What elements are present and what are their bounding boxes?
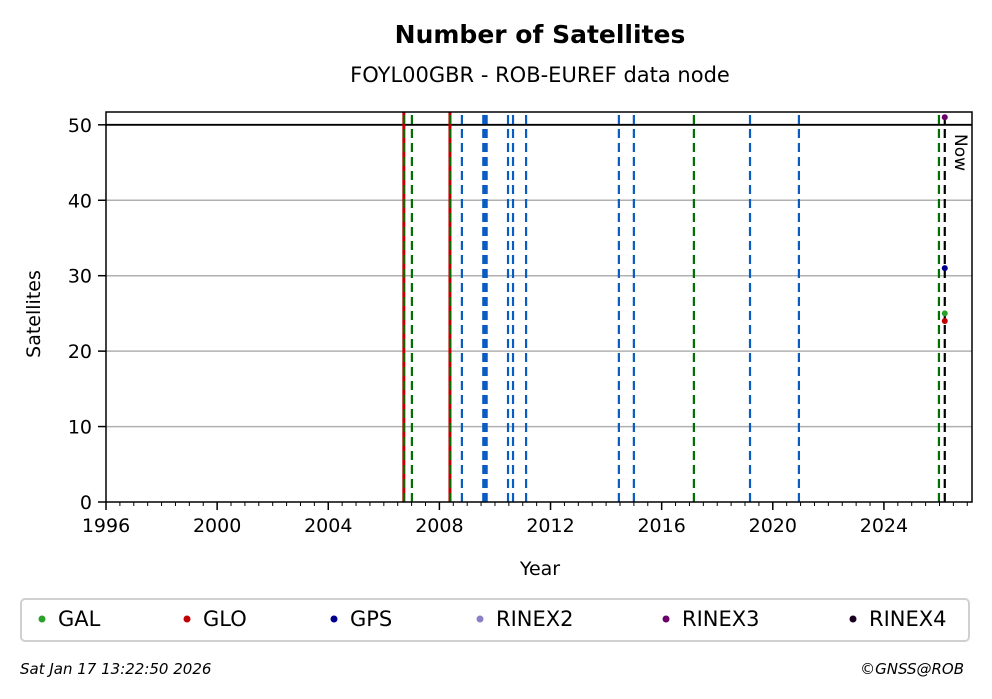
y-tick-label: 40 xyxy=(68,190,92,212)
legend-marker xyxy=(183,615,191,623)
legend-item-rinex4: RINEX4 xyxy=(849,607,947,631)
legend-marker xyxy=(849,615,857,623)
legend-item-glo: GLO xyxy=(183,607,247,631)
x-tick-label: 2000 xyxy=(193,515,241,537)
y-tick-label: 0 xyxy=(80,492,92,514)
chart-title: Number of Satellites xyxy=(395,20,686,49)
timestamp: Sat Jan 17 13:22:50 2026 xyxy=(20,660,211,678)
legend-frame xyxy=(20,598,970,642)
data-point-rinex3 xyxy=(941,114,948,121)
y-axis-label: Satellites xyxy=(23,270,45,358)
legend-item-rinex3: RINEX3 xyxy=(662,607,760,631)
y-tick-label: 50 xyxy=(68,115,92,137)
chart-subtitle: FOYL00GBR - ROB-EUREF data node xyxy=(350,63,730,87)
legend-label: GPS xyxy=(350,607,392,631)
x-tick-label: 2020 xyxy=(749,515,797,537)
legend-label: RINEX4 xyxy=(869,607,947,631)
legend-marker xyxy=(38,615,46,623)
y-tick-label: 10 xyxy=(68,417,92,439)
x-tick-label: 2008 xyxy=(415,515,463,537)
data-point-glo xyxy=(941,317,948,324)
y-tick-label: 30 xyxy=(68,266,92,288)
x-tick-label: 1996 xyxy=(82,515,130,537)
copyright: ©GNSS@ROB xyxy=(860,660,964,678)
plot-area: Now 1996 2000 2004 2008 2012 2016 2020 2024 0 10 20… xyxy=(68,111,973,537)
legend-label: RINEX3 xyxy=(682,607,760,631)
legend: GAL GLO GPS RINEX2 RINEX3 RINEX4 xyxy=(20,598,970,642)
now-label: Now xyxy=(950,134,970,171)
legend-label: GAL xyxy=(58,607,101,631)
x-tick-label: 2016 xyxy=(637,515,685,537)
legend-label: GLO xyxy=(203,607,247,631)
legend-item-gal: GAL xyxy=(38,607,101,631)
x-tick-label: 2004 xyxy=(304,515,352,537)
legend-marker xyxy=(330,615,338,623)
legend-item-rinex2: RINEX2 xyxy=(476,607,574,631)
data-point-gal xyxy=(941,310,948,317)
data-point-gps xyxy=(941,265,948,272)
plot-frame xyxy=(105,111,973,503)
x-axis-label: Year xyxy=(519,558,560,580)
x-tick-label: 2024 xyxy=(860,515,908,537)
legend-label: RINEX2 xyxy=(496,607,574,631)
legend-marker xyxy=(662,615,670,623)
x-tick-label: 2012 xyxy=(526,515,574,537)
legend-item-gps: GPS xyxy=(330,607,392,631)
y-tick-label: 20 xyxy=(68,341,92,363)
legend-marker xyxy=(476,615,484,623)
